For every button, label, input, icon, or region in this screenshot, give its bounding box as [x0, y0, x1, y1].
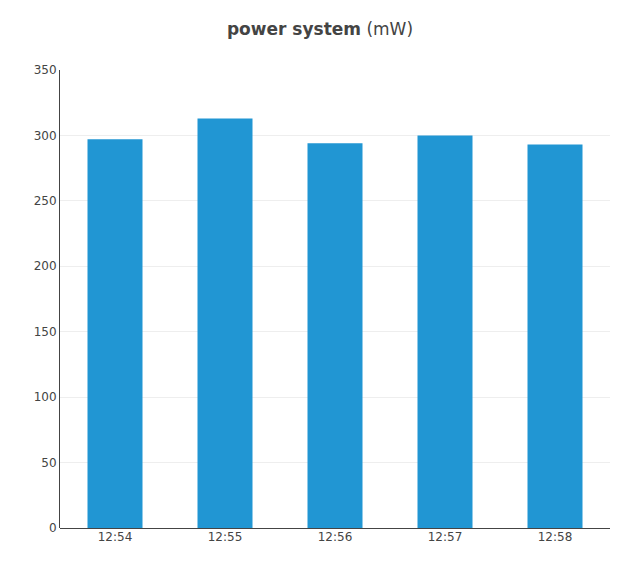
svg-text:0: 0: [49, 521, 57, 535]
svg-text:350: 350: [34, 63, 57, 77]
svg-text:50: 50: [41, 456, 56, 470]
svg-text:250: 250: [34, 194, 57, 208]
svg-text:12:56: 12:56: [318, 530, 353, 544]
svg-text:200: 200: [34, 259, 57, 273]
svg-text:12:55: 12:55: [208, 530, 243, 544]
svg-text:power system (mW): power system (mW): [227, 19, 413, 39]
svg-text:12:54: 12:54: [98, 530, 133, 544]
svg-text:150: 150: [34, 325, 57, 339]
svg-text:12:58: 12:58: [538, 530, 573, 544]
svg-text:100: 100: [34, 390, 57, 404]
svg-text:12:57: 12:57: [428, 530, 463, 544]
svg-text:300: 300: [34, 129, 57, 143]
